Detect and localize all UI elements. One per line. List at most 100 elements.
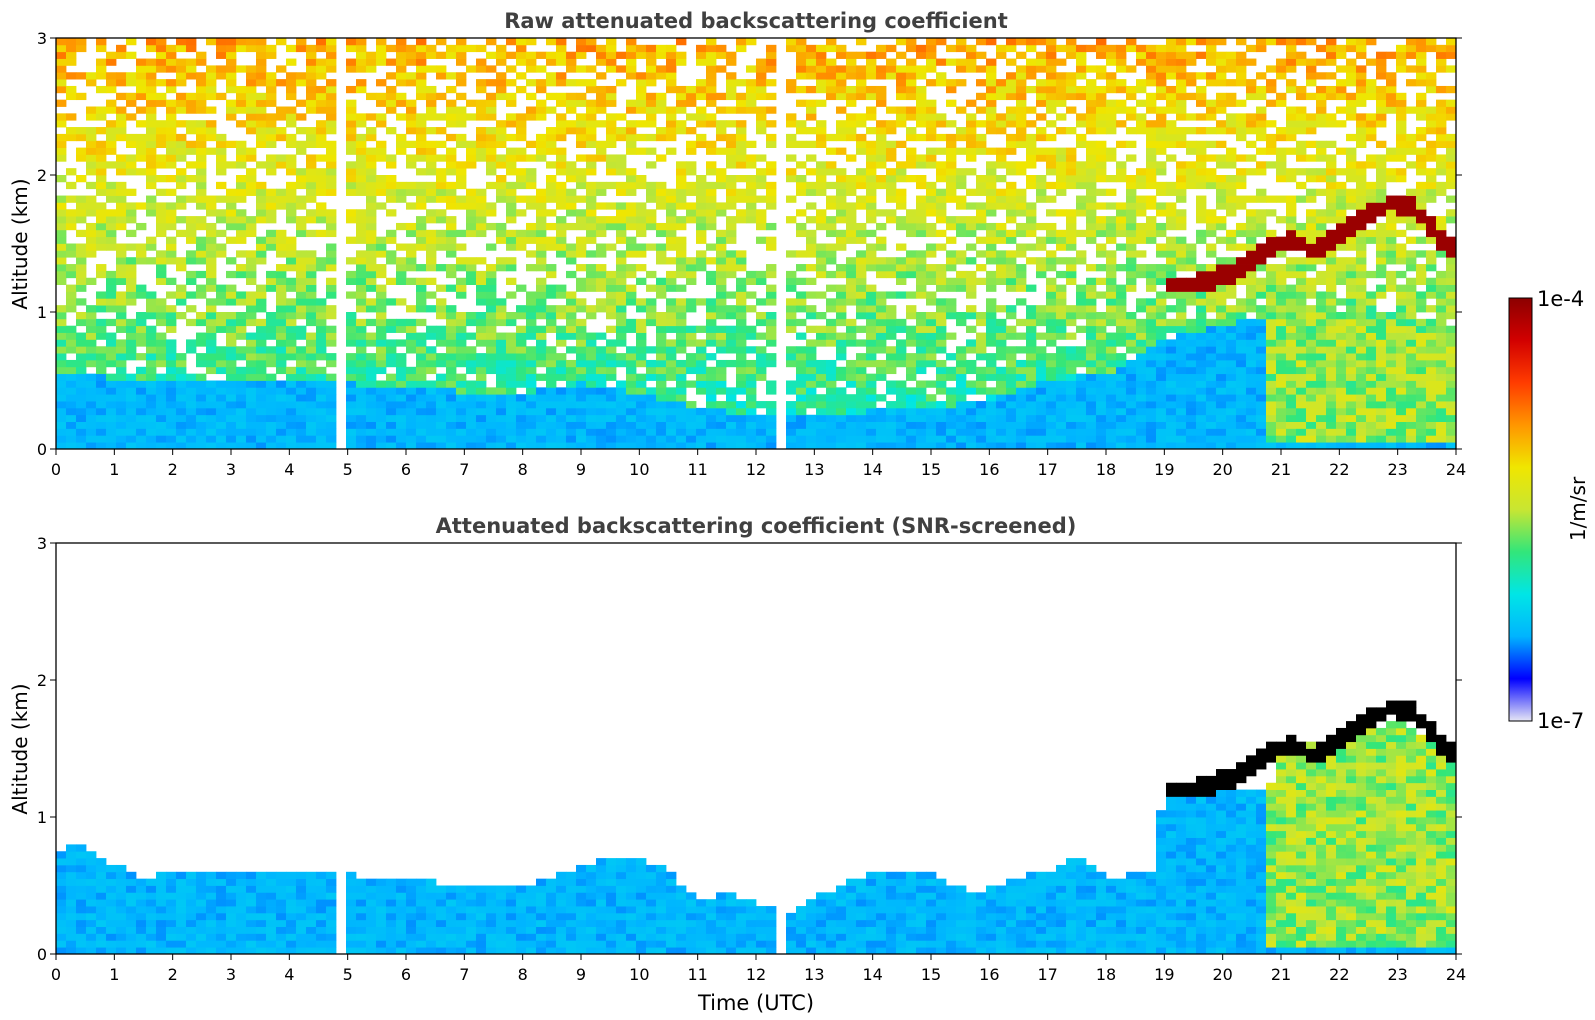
heatmap-cell bbox=[106, 414, 117, 422]
heatmap-cell bbox=[156, 257, 167, 265]
heatmap-cell bbox=[686, 298, 697, 306]
heatmap-cell bbox=[1066, 394, 1077, 402]
heatmap-cell bbox=[1046, 318, 1057, 327]
heatmap-cell bbox=[446, 106, 457, 114]
heatmap-cell bbox=[476, 106, 487, 114]
heatmap-cell bbox=[556, 435, 567, 443]
heatmap-cell bbox=[206, 401, 217, 409]
heatmap-cell bbox=[966, 380, 977, 388]
heatmap-cell bbox=[646, 106, 657, 114]
heatmap-cell bbox=[926, 359, 937, 368]
heatmap-cell bbox=[666, 79, 677, 87]
heatmap-cell bbox=[1076, 113, 1087, 121]
heatmap-cell bbox=[176, 168, 187, 176]
heatmap-cell bbox=[186, 120, 197, 128]
heatmap-cell bbox=[1196, 318, 1207, 327]
heatmap-cell bbox=[56, 387, 67, 395]
heatmap-cell bbox=[616, 332, 627, 340]
heatmap-cell bbox=[286, 202, 297, 210]
heatmap-cell bbox=[1126, 92, 1137, 101]
heatmap-cell bbox=[196, 442, 207, 449]
heatmap-cell bbox=[546, 366, 557, 375]
heatmap-cell bbox=[216, 195, 227, 203]
heatmap-cell bbox=[366, 401, 377, 409]
heatmap-cell bbox=[1016, 421, 1027, 429]
heatmap-cell bbox=[376, 291, 387, 299]
heatmap-cell bbox=[746, 380, 757, 388]
heatmap-cell bbox=[1026, 407, 1037, 416]
heatmap-cell bbox=[406, 257, 417, 265]
heatmap-cell bbox=[406, 325, 417, 333]
heatmap-cell bbox=[916, 92, 927, 101]
heatmap-cell bbox=[726, 161, 737, 169]
heatmap-cell bbox=[596, 284, 607, 292]
heatmap-cell bbox=[986, 366, 997, 375]
heatmap-cell bbox=[856, 325, 867, 333]
heatmap-cell bbox=[1066, 181, 1077, 190]
heatmap-cell bbox=[586, 428, 597, 436]
heatmap-cell bbox=[306, 106, 317, 114]
heatmap-cell bbox=[506, 113, 517, 121]
heatmap-cell bbox=[976, 442, 987, 449]
heatmap-cell bbox=[886, 181, 897, 190]
heatmap-cell bbox=[596, 359, 607, 368]
heatmap-cell bbox=[806, 85, 817, 94]
heatmap-cell bbox=[426, 147, 437, 155]
heatmap-cell bbox=[576, 181, 587, 190]
heatmap-cell bbox=[536, 216, 547, 224]
heatmap-cell bbox=[186, 421, 197, 429]
heatmap-cell bbox=[216, 387, 227, 395]
heatmap-cell bbox=[316, 298, 327, 306]
heatmap-cell bbox=[446, 421, 457, 429]
heatmap-cell bbox=[356, 140, 367, 148]
heatmap-cell bbox=[626, 291, 637, 299]
heatmap-cell bbox=[466, 353, 477, 361]
heatmap-cell bbox=[506, 421, 517, 429]
heatmap-cell bbox=[586, 140, 597, 148]
heatmap-cell bbox=[636, 120, 647, 128]
heatmap-cell bbox=[246, 216, 257, 224]
heatmap-cell bbox=[1126, 401, 1137, 409]
heatmap-cell bbox=[246, 92, 257, 101]
heatmap-cell bbox=[436, 188, 447, 196]
heatmap-cell bbox=[156, 414, 167, 422]
heatmap-cell bbox=[706, 120, 717, 128]
heatmap-cell bbox=[76, 264, 87, 272]
heatmap-cell bbox=[1126, 264, 1137, 272]
heatmap-cell bbox=[226, 195, 237, 203]
heatmap-cell bbox=[226, 202, 237, 210]
heatmap-cell bbox=[176, 284, 187, 292]
heatmap-cell bbox=[86, 195, 97, 203]
heatmap-cell bbox=[736, 359, 747, 368]
heatmap-cell bbox=[166, 127, 177, 135]
heatmap-cell bbox=[796, 72, 807, 80]
heatmap-cell bbox=[276, 270, 287, 279]
heatmap-cell bbox=[886, 291, 897, 299]
heatmap-cell bbox=[126, 257, 137, 265]
heatmap-cell bbox=[1176, 92, 1187, 101]
heatmap-cell bbox=[726, 387, 737, 395]
heatmap-cell bbox=[726, 216, 737, 224]
heatmap-cell bbox=[1176, 243, 1187, 251]
heatmap-cell bbox=[1016, 243, 1027, 251]
heatmap-cell bbox=[1046, 298, 1057, 306]
heatmap-cell bbox=[316, 401, 327, 409]
heatmap-cell bbox=[216, 284, 227, 292]
heatmap-cell bbox=[266, 394, 277, 402]
heatmap-cell bbox=[916, 387, 927, 395]
heatmap-cell bbox=[266, 401, 277, 409]
heatmap-cell bbox=[1176, 318, 1187, 327]
heatmap-cell bbox=[396, 140, 407, 148]
heatmap-cell bbox=[246, 435, 257, 443]
heatmap-cell bbox=[1076, 380, 1087, 388]
heatmap-cell bbox=[556, 44, 567, 53]
heatmap-cell bbox=[1006, 216, 1017, 224]
heatmap-cell bbox=[496, 407, 507, 416]
heatmap-cell bbox=[666, 243, 677, 251]
heatmap-cell bbox=[926, 113, 937, 121]
heatmap-cell bbox=[1026, 318, 1037, 327]
heatmap-cell bbox=[906, 291, 917, 299]
heatmap-cell bbox=[786, 168, 797, 176]
heatmap-cell bbox=[276, 284, 287, 292]
heatmap-cell bbox=[376, 407, 387, 416]
